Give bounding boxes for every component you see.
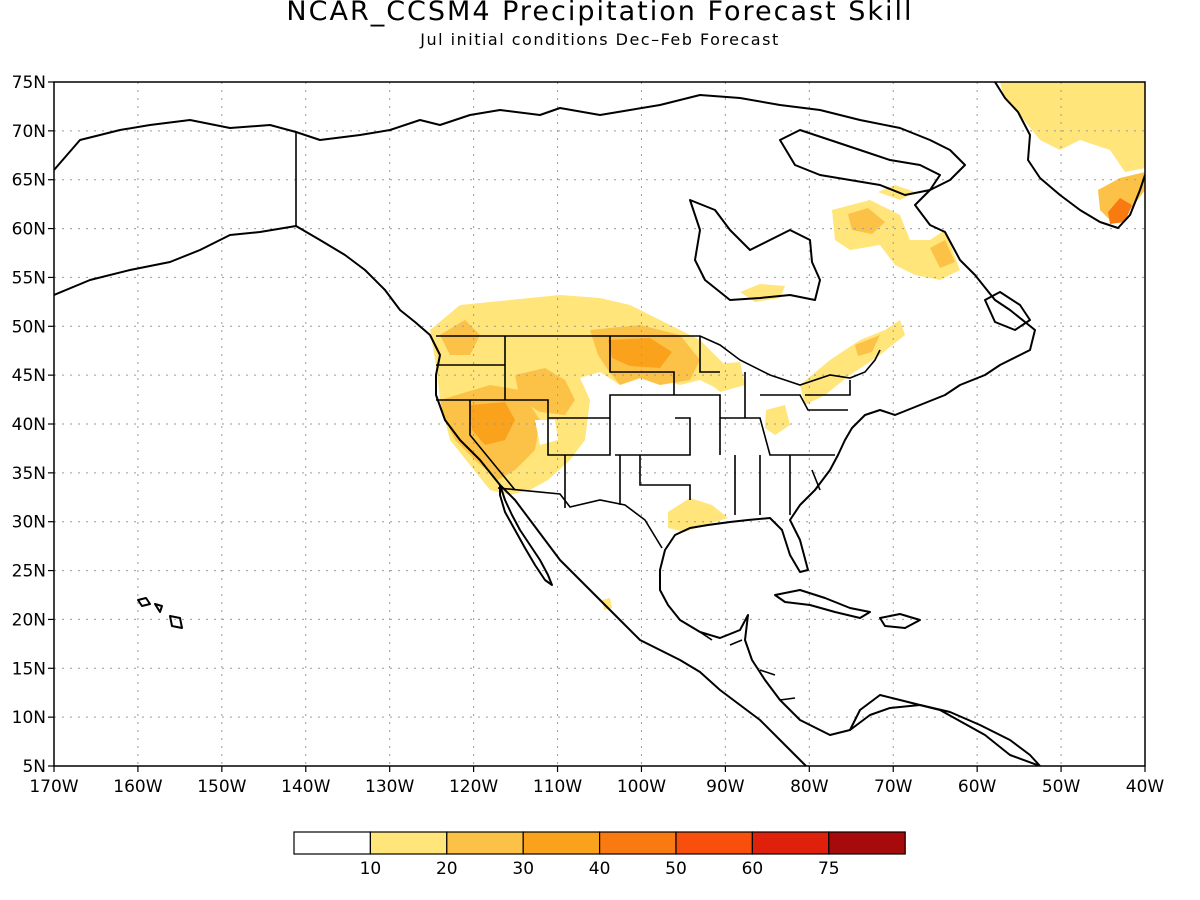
colorbar-label: 20	[436, 859, 458, 879]
coast-alaska-canada	[54, 94, 1041, 766]
lat-tick-label: 5N	[22, 757, 46, 777]
lat-tick-label: 40N	[12, 415, 46, 435]
colorbar-swatch	[598, 831, 677, 855]
lat-tick-label: 25N	[12, 562, 46, 582]
colorbar-swatch	[828, 831, 906, 855]
lon-tick-label: 50W	[1042, 777, 1081, 797]
shade-greenland	[1000, 82, 1145, 172]
lon-tick-label: 130W	[365, 777, 414, 797]
lat-tick-label: 55N	[12, 268, 46, 288]
lon-tick-label: 120W	[449, 777, 498, 797]
lat-tick-label: 35N	[12, 464, 46, 484]
lon-tick-label: 160W	[113, 777, 162, 797]
coast-baja	[499, 484, 553, 586]
lon-tick-label: 40W	[1126, 777, 1165, 797]
colorbar-label: 75	[818, 859, 840, 879]
lon-tick-label: 80W	[790, 777, 829, 797]
border-us-states	[436, 336, 851, 515]
skill-shading-layer	[430, 82, 1145, 610]
shade-wyoming-hole	[535, 420, 558, 445]
colorbar-label: 10	[360, 859, 382, 879]
shade-plains-deep	[608, 338, 672, 368]
colorbar-swatch	[293, 831, 372, 855]
coast-baffin	[779, 129, 941, 196]
map-subtitle: Jul initial conditions Dec–Feb Forecast	[420, 30, 780, 49]
lon-tick-label: 170W	[29, 777, 78, 797]
skill-colorbar: 10 20 30 40 50 60 75	[293, 831, 906, 879]
lat-tick-label: 65N	[12, 171, 46, 191]
lat-tick-label: 75N	[12, 73, 46, 93]
lat-tick-label: 15N	[12, 659, 46, 679]
lon-tick-label: 60W	[958, 777, 997, 797]
shade-ohio	[765, 405, 790, 435]
shade-quebec-core	[848, 208, 885, 234]
coastline-layer	[54, 82, 1145, 766]
lon-tick-label: 110W	[533, 777, 582, 797]
lat-tick-label: 60N	[12, 220, 46, 240]
colorbar-swatch	[751, 831, 830, 855]
colorbar-label: 40	[589, 859, 611, 879]
border-us-canada	[436, 335, 881, 386]
colorbar-label: 50	[665, 859, 687, 879]
shade-mexico-small	[602, 598, 612, 610]
shade-idaho	[515, 368, 575, 415]
colorbar-swatch	[522, 831, 601, 855]
political-borders-layer	[295, 132, 881, 701]
lat-tick-label: 70N	[12, 122, 46, 142]
longitude-axis: 170W 160W 150W 140W 130W 120W 110W 100W 90W 80W 70…	[29, 766, 1164, 797]
lon-tick-label: 140W	[281, 777, 330, 797]
coast-hispaniola	[879, 613, 921, 629]
lat-tick-label: 10N	[12, 708, 46, 728]
lat-tick-label: 45N	[12, 366, 46, 386]
lon-tick-label: 70W	[874, 777, 913, 797]
shade-ontario	[800, 320, 905, 405]
lon-tick-label: 150W	[197, 777, 246, 797]
lat-tick-label: 50N	[12, 317, 46, 337]
coast-pacific	[54, 225, 807, 766]
colorbar-swatch	[446, 831, 524, 855]
shade-wisconsin	[705, 362, 745, 392]
lat-tick-label: 30N	[12, 513, 46, 533]
colorbar-swatch	[369, 831, 448, 855]
colorbar-swatch	[675, 831, 754, 855]
coast-hudson-bay	[689, 199, 821, 301]
coast-south-america	[849, 704, 1041, 766]
shade-nw-core	[440, 320, 480, 355]
lon-tick-label: 90W	[706, 777, 745, 797]
lat-tick-label: 20N	[12, 610, 46, 630]
shade-labrador-core	[930, 240, 955, 268]
lon-tick-label: 100W	[617, 777, 666, 797]
shade-greenland-south	[1098, 172, 1145, 220]
colorbar-label: 30	[512, 859, 534, 879]
shade-gulf	[668, 498, 728, 532]
latitude-axis: 5N 10N 15N 20N 25N 30N 35N 40N 45N 50N 55N 60N 65N 70…	[12, 73, 54, 777]
coast-hawaii	[137, 597, 183, 629]
shade-ontario-core	[855, 335, 880, 356]
border-central-america	[699, 631, 796, 701]
coast-greenland	[994, 82, 1145, 229]
border-us-mexico	[497, 487, 663, 549]
coast-cuba	[774, 589, 871, 619]
coast-newfoundland	[984, 291, 1031, 331]
shade-greenland-tip	[1108, 198, 1132, 224]
map-title: NCAR_CCSM4 Precipitation Forecast Skill	[286, 0, 914, 27]
colorbar-label: 60	[742, 859, 764, 879]
shade-california-core	[470, 402, 515, 445]
